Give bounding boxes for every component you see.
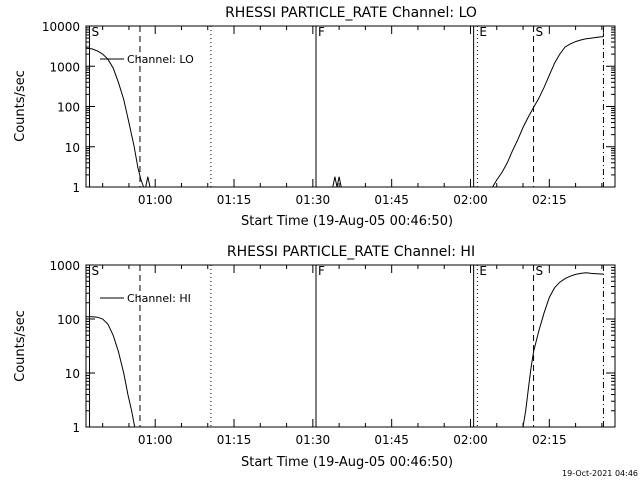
x-tick-label: 01:45: [374, 193, 409, 207]
y-tick-label: 1: [72, 421, 80, 435]
chart-panel-lo: RHESSI PARTICLE_RATE Channel: LO Counts/…: [13, 5, 616, 229]
x-tick-label: 01:00: [138, 193, 173, 207]
plot-frame: [85, 264, 616, 428]
x-tick-label: 01:30: [296, 193, 331, 207]
footer-timestamp: 19-Oct-2021 04:46: [562, 469, 638, 478]
x-tick-label: 01:15: [217, 193, 252, 207]
legend-label: Channel: LO: [127, 53, 194, 66]
event-marker-label: S: [536, 264, 544, 278]
y-tick-label: 100: [57, 101, 80, 115]
x-tick-label: 01:30: [296, 433, 331, 447]
event-marker-label: E: [479, 25, 487, 39]
y-axis: Counts/sec 1 10 100 1000: [13, 259, 615, 435]
x-tick-label: 02:00: [453, 193, 488, 207]
series-line-segment: [332, 176, 342, 188]
chart-title: RHESSI PARTICLE_RATE Channel: LO: [225, 5, 477, 21]
x-tick-label: 01:45: [374, 433, 409, 447]
x-axis: 01:00 01:15 01:30 01:45 02:00 02:15 Start Tim…: [102, 265, 603, 470]
series-line-segment: [86, 47, 145, 188]
event-marker-label: F: [318, 264, 325, 278]
event-marker-label: E: [479, 264, 487, 278]
event-marker-label: S: [92, 25, 100, 39]
series-line-segment: [145, 176, 151, 188]
series-line-segment: [522, 272, 604, 428]
x-axis: 01:00 01:15 01:30 01:45 02:00 02:15 Start Tim…: [102, 26, 603, 229]
series-line-segment: [86, 316, 136, 428]
y-tick-label: 1: [72, 181, 80, 195]
event-marker-label: S: [92, 264, 100, 278]
legend-label: Channel: HI: [127, 292, 191, 305]
legend: Channel: HI: [100, 292, 191, 305]
x-axis-label: Start Time (19-Aug-05 00:46:50): [241, 455, 453, 470]
y-tick-label: 1000: [49, 60, 80, 74]
y-axis: Counts/sec 1 10 100 1000 10000: [13, 20, 615, 195]
y-tick-label: 10000: [42, 20, 80, 34]
chart-panel-hi: RHESSI PARTICLE_RATE Channel: HI Counts/…: [13, 244, 616, 470]
y-tick-label: 10: [65, 141, 80, 155]
legend: Channel: LO: [100, 53, 194, 66]
chart-title: RHESSI PARTICLE_RATE Channel: HI: [227, 244, 475, 260]
x-tick-label: 02:15: [532, 433, 567, 447]
event-marker-label: S: [536, 25, 544, 39]
x-axis-label: Start Time (19-Aug-05 00:46:50): [241, 214, 453, 229]
event-marker-label: F: [318, 25, 325, 39]
x-tick-label: 01:15: [217, 433, 252, 447]
x-tick-label: 01:00: [138, 433, 173, 447]
y-tick-label: 100: [57, 313, 80, 327]
x-tick-label: 02:15: [532, 193, 567, 207]
series-line-segment: [492, 32, 604, 188]
y-tick-label: 1000: [49, 259, 80, 273]
y-axis-label: Counts/sec: [13, 310, 28, 382]
plot-frame: [85, 25, 616, 188]
x-tick-label: 02:00: [453, 433, 488, 447]
y-tick-label: 10: [65, 367, 80, 381]
y-axis-label: Counts/sec: [13, 70, 28, 142]
